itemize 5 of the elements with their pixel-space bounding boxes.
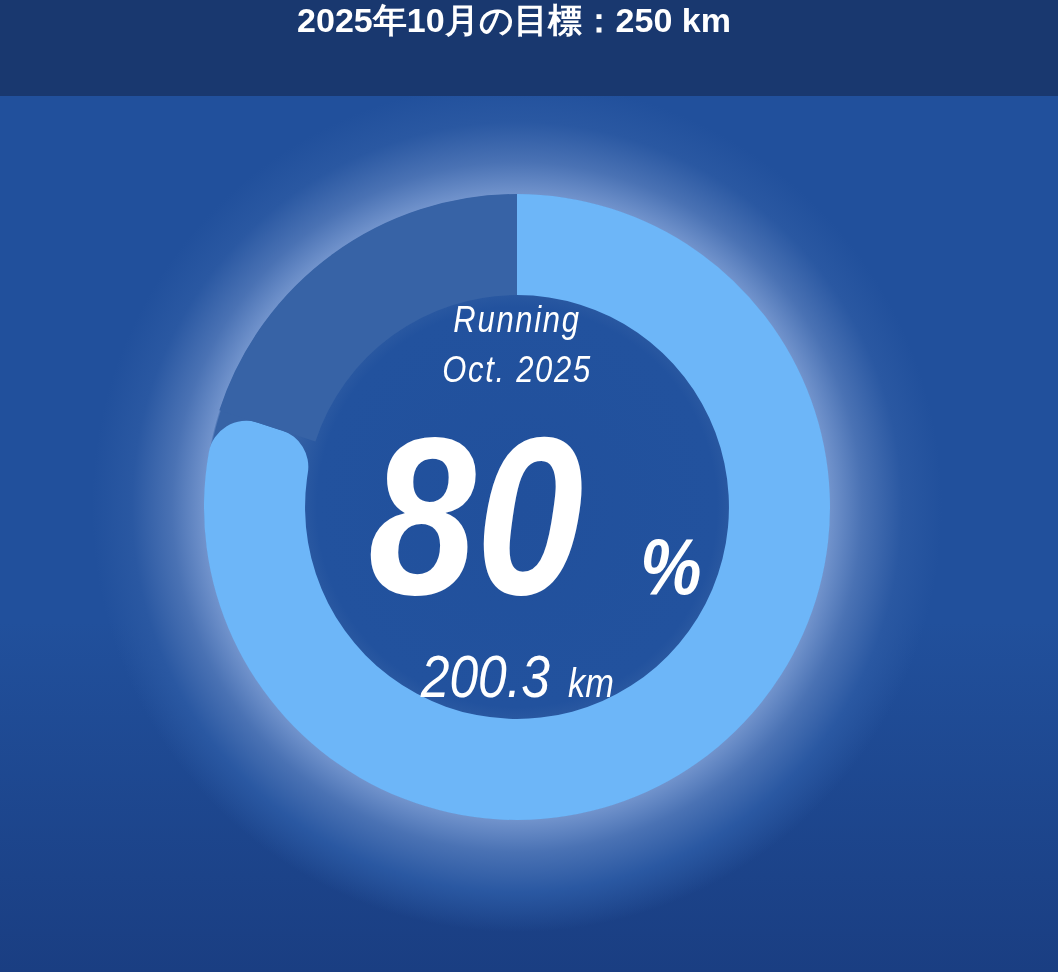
- text: Oct. 2025: [442, 349, 592, 390]
- text: 200.3 km: [420, 643, 614, 710]
- chart-title: 2025年10月の目標：250 km: [296, 0, 732, 40]
- text: Running: [453, 299, 581, 340]
- text: 80 %: [368, 390, 702, 642]
